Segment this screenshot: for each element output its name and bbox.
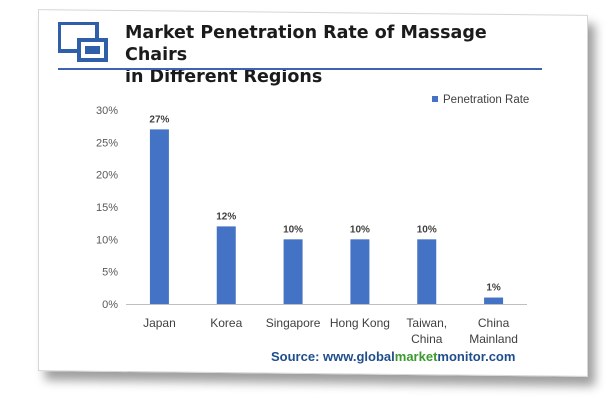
legend-label: Penetration Rate: [443, 94, 529, 106]
y-tick-label: 10%: [96, 234, 118, 246]
bar: [283, 239, 303, 304]
source-suffix: .com: [485, 349, 516, 364]
x-tick-label: Japan: [143, 316, 176, 330]
data-label: 10%: [283, 224, 303, 235]
title-underline: [58, 68, 542, 70]
bar: [350, 239, 370, 304]
x-tick-label: Korea: [210, 316, 242, 330]
bar: [484, 297, 504, 304]
x-tick-label: Singapore: [266, 316, 321, 330]
data-label: 12%: [216, 211, 236, 222]
y-tick-label: 25%: [96, 137, 118, 149]
source-credit: Source: www.globalmarketmonitor.com: [271, 349, 515, 364]
legend-swatch: [432, 96, 438, 102]
source-prefix: Source: www.: [271, 349, 357, 364]
bar: [216, 226, 236, 304]
bar: [149, 129, 169, 304]
chart-title: Market Penetration Rate of Massage Chair…: [125, 22, 545, 88]
data-label: 10%: [350, 224, 370, 235]
x-tick-label: China: [478, 316, 510, 330]
data-label: 27%: [149, 114, 169, 125]
y-tick-label: 20%: [96, 170, 118, 182]
data-label: 10%: [417, 224, 437, 235]
source-part1: global: [356, 349, 395, 364]
y-tick-label: 0%: [102, 299, 118, 311]
source-part2: market: [394, 349, 438, 364]
chart-title-line2: in Different Regions: [125, 67, 323, 87]
data-label: 1%: [486, 283, 501, 294]
y-tick-label: 30%: [96, 105, 118, 117]
y-tick-label: 5%: [102, 267, 118, 279]
x-tick-label: Taiwan,: [406, 316, 447, 330]
chart-title-line1: Market Penetration Rate of Massage Chair…: [125, 23, 487, 65]
brand-logo-icon: [58, 22, 108, 62]
x-tick-label: Mainland: [469, 332, 518, 346]
y-tick-label: 15%: [96, 202, 118, 214]
source-part3: monitor: [437, 349, 486, 364]
bar: [417, 239, 437, 304]
x-tick-label: China: [411, 332, 443, 346]
x-tick-label: Hong Kong: [330, 316, 390, 330]
